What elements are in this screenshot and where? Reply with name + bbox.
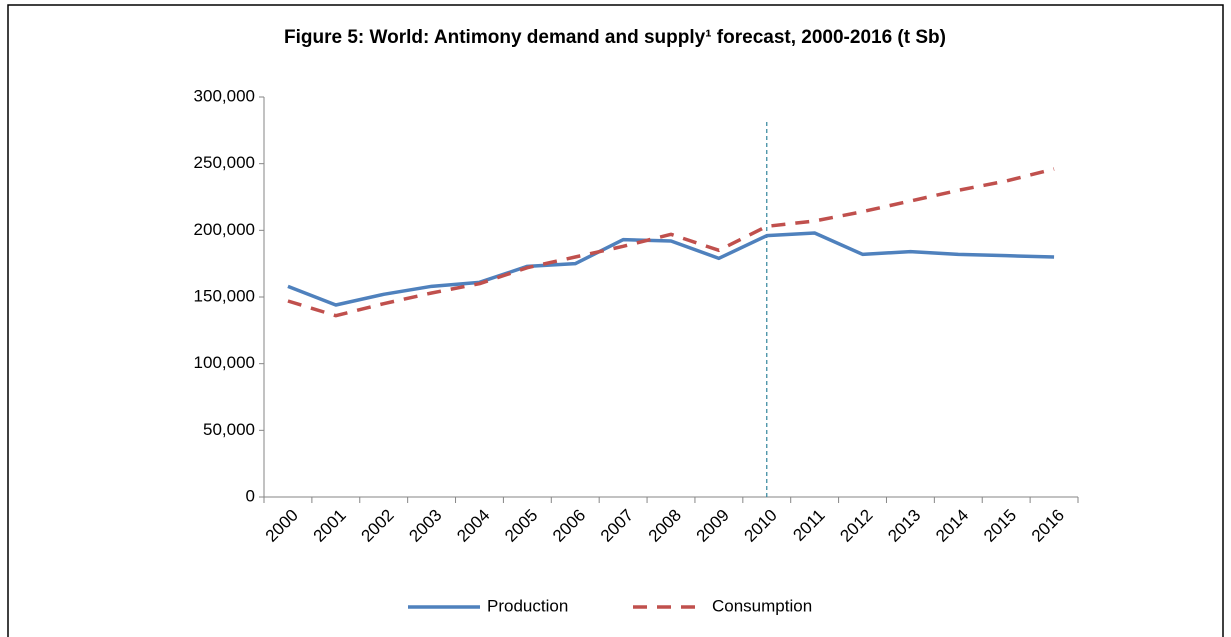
chart-title: Figure 5: World: Antimony demand and sup…: [284, 27, 946, 48]
x-tick-label: 2010: [741, 506, 781, 546]
x-tick-label: 2013: [884, 506, 924, 546]
frame: [7, 4, 1224, 637]
x-tick-label: 2011: [789, 506, 828, 545]
x-tick-label: 2007: [597, 506, 637, 546]
x-tick-label: 2009: [693, 506, 733, 546]
x-tick-label: 2016: [1028, 506, 1068, 546]
x-tick-label: 2005: [501, 506, 541, 546]
y-tick-label: 50,000: [203, 420, 255, 439]
legend-label: Production: [487, 596, 568, 615]
x-tick-label: 2006: [549, 506, 589, 546]
x-tick-label: 2004: [453, 506, 493, 546]
x-tick-label: 2008: [645, 506, 685, 546]
y-tick-label: 200,000: [194, 220, 255, 239]
x-tick-label: 2014: [932, 506, 972, 546]
x-tick-label: 2002: [358, 506, 398, 546]
y-tick-label: 250,000: [194, 153, 255, 172]
y-tick-label: 0: [246, 486, 255, 505]
series-line: [287, 231, 1055, 307]
y-tick-label: 300,000: [194, 86, 255, 105]
legend-label: Consumption: [712, 596, 812, 615]
series-line: [287, 167, 1055, 318]
y-tick-label: 100,000: [194, 353, 255, 372]
x-tick-label: 2001: [310, 506, 350, 546]
x-tick-label: 2015: [980, 506, 1020, 546]
x-tick-label: 2003: [405, 506, 445, 546]
x-tick-label: 2012: [836, 506, 876, 546]
x-tick-label: 2000: [262, 506, 302, 546]
y-tick-label: 150,000: [194, 286, 255, 305]
